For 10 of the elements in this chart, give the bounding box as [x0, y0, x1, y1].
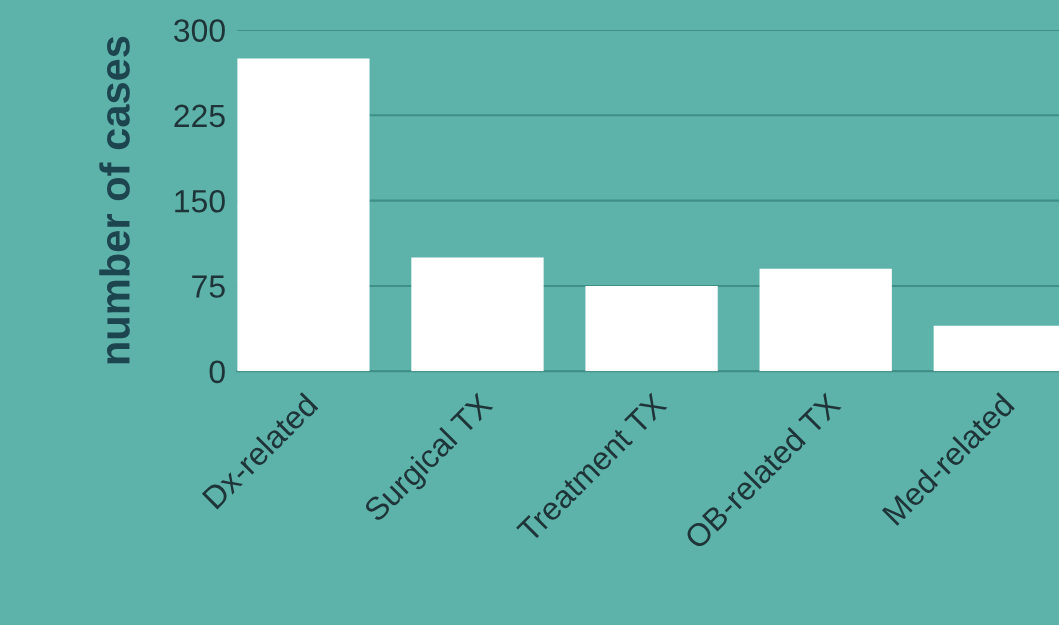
y-tick-label: 225: [174, 104, 225, 128]
y-tick-label: 300: [174, 19, 225, 42]
y-axis-title: number of cases: [99, 36, 130, 364]
y-tick-label: 75: [192, 275, 225, 298]
y-tick-label: 150: [175, 189, 225, 213]
bar: [759, 268, 892, 372]
bar: [411, 257, 544, 372]
bar: [237, 58, 370, 372]
y-tick-label: 0: [209, 360, 225, 384]
bar: [585, 285, 718, 372]
